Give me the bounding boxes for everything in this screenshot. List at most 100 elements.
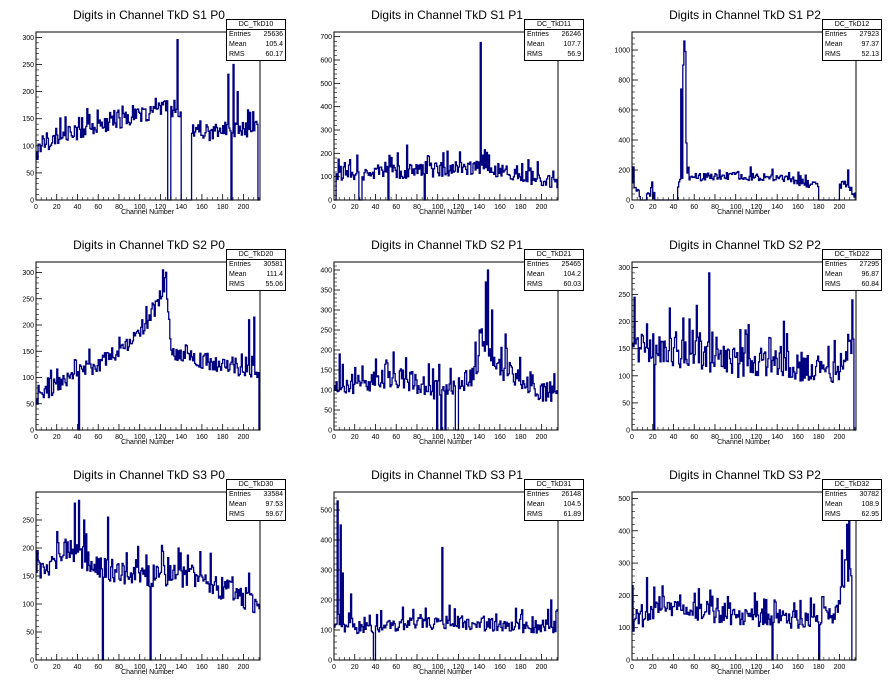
stats-row-rms: RMS 52.13	[823, 50, 881, 60]
stats-box: DC_TkD11 Entries 26246 Mean 107.7 RMS 56.9	[524, 19, 584, 61]
stats-row-mean: Mean 97.53	[227, 500, 285, 510]
y-tick-label: 250	[22, 518, 34, 525]
y-tick-label: 0	[30, 658, 34, 665]
stats-value-mean: 104.5	[563, 501, 581, 508]
x-tick-label: 40	[74, 664, 82, 671]
x-tick-label: 100	[432, 664, 444, 671]
stats-label: RMS	[527, 281, 543, 288]
y-tick-label: 50	[622, 400, 630, 407]
x-tick-label: 80	[413, 204, 421, 211]
histogram-pad: 0 20 40 60 80 100 120 140 160 180 200 0 50 100 150 200 2…	[0, 460, 298, 690]
stats-value-rms: 59.67	[265, 511, 283, 518]
chart-title: Digits in Channel TkD S2 P0	[73, 238, 225, 252]
x-tick-label: 20	[53, 664, 61, 671]
stats-histogram-name: DC_TkD21	[525, 250, 583, 260]
x-tick-label: 160	[792, 434, 804, 441]
histogram-plot: 0 20 40 60 80 100 120 140 160 180 200 0 100 200 300 400…	[320, 491, 559, 671]
x-tick-label: 20	[649, 204, 657, 211]
histogram-plot: 0 20 40 60 80 100 120 140 160 180 200 0 100 200 300 400…	[618, 491, 857, 671]
stats-value-entries: 33584	[263, 491, 283, 498]
x-tick-label: 180	[515, 664, 527, 671]
x-axis-label: Channel Number	[419, 439, 473, 446]
plot-frame	[631, 261, 857, 431]
stats-value-mean: 104.2	[563, 271, 581, 278]
stats-label: Mean	[825, 271, 843, 278]
stats-row-entries: Entries 30581	[227, 260, 285, 270]
histogram-pad: 0 20 40 60 80 100 120 140 160 180 200 0 200 400 600 800…	[596, 0, 894, 230]
x-tick-label: 100	[432, 204, 444, 211]
x-tick-label: 60	[690, 664, 698, 671]
x-tick-label: 80	[711, 434, 719, 441]
stats-value-mean: 108.9	[861, 501, 879, 508]
stats-label: Mean	[825, 41, 843, 48]
y-tick-label: 100	[320, 388, 332, 395]
x-tick-label: 100	[134, 434, 146, 441]
x-tick-label: 0	[34, 204, 38, 211]
x-tick-label: 0	[630, 434, 634, 441]
stats-value-entries: 27923	[859, 31, 879, 38]
y-tick-label: 150	[22, 349, 34, 356]
chart-title: Digits in Channel TkD S2 P2	[669, 238, 821, 252]
x-tick-label: 80	[711, 664, 719, 671]
y-tick-label: 200	[320, 151, 332, 158]
stats-row-mean: Mean 111.4	[227, 270, 285, 280]
stats-histogram-name: DC_TkD20	[227, 250, 285, 260]
stats-box: DC_TkD22 Entries 27295 Mean 96.87 RMS 60.84	[822, 249, 882, 291]
stats-label: Mean	[825, 501, 843, 508]
x-tick-label: 60	[94, 664, 102, 671]
stats-row-rms: RMS 62.95	[823, 510, 881, 520]
histogram-series-line	[36, 499, 260, 661]
stats-value-rms: 52.13	[861, 51, 879, 58]
y-tick-label: 400	[320, 538, 332, 545]
stats-value-entries: 25636	[263, 31, 283, 38]
y-tick-label: 100	[320, 628, 332, 635]
x-tick-label: 40	[372, 434, 380, 441]
x-tick-label: 120	[751, 664, 763, 671]
stats-row-rms: RMS 56.9	[525, 50, 583, 60]
stats-histogram-name: DC_TkD10	[227, 20, 285, 30]
stats-box: DC_TkD12 Entries 27923 Mean 97.37 RMS 52.13	[822, 19, 882, 61]
stats-row-mean: Mean 97.37	[823, 40, 881, 50]
x-tick-label: 160	[196, 204, 208, 211]
stats-value-entries: 26246	[561, 31, 581, 38]
histogram-series-line	[632, 40, 856, 201]
y-tick-label: 100	[618, 373, 630, 380]
stats-label: Mean	[229, 501, 247, 508]
x-tick-label: 180	[515, 434, 527, 441]
y-tick-label: 100	[22, 602, 34, 609]
y-tick-label: 700	[320, 34, 332, 41]
x-tick-label: 60	[94, 434, 102, 441]
stats-value-mean: 97.37	[861, 41, 879, 48]
stats-row-entries: Entries 27923	[823, 30, 881, 40]
stats-histogram-name: DC_TkD22	[823, 250, 881, 260]
y-tick-label: 0	[626, 658, 630, 665]
x-tick-label: 180	[217, 664, 229, 671]
histogram-plot: 0 20 40 60 80 100 120 140 160 180 200 0 50 100 150 200 2…	[22, 31, 261, 211]
y-tick-label: 600	[618, 108, 630, 115]
x-tick-label: 20	[351, 204, 359, 211]
x-tick-label: 200	[834, 434, 846, 441]
histogram-pad: 0 20 40 60 80 100 120 140 160 180 200 0 100 200 300 400…	[298, 460, 596, 690]
stats-value-rms: 55.06	[265, 281, 283, 288]
x-tick-label: 140	[771, 664, 783, 671]
stats-value-rms: 62.95	[861, 511, 879, 518]
stats-label: Entries	[229, 491, 251, 498]
x-tick-label: 200	[238, 664, 250, 671]
x-tick-label: 120	[155, 204, 167, 211]
x-tick-label: 20	[53, 204, 61, 211]
stats-value-rms: 60.17	[265, 51, 283, 58]
x-tick-label: 40	[372, 204, 380, 211]
stats-row-entries: Entries 26246	[525, 30, 583, 40]
stats-label: Entries	[825, 261, 847, 268]
x-tick-label: 0	[34, 434, 38, 441]
x-tick-label: 180	[813, 204, 825, 211]
y-tick-label: 100	[618, 625, 630, 632]
histogram-series-line	[36, 38, 260, 201]
stats-value-mean: 96.87	[861, 271, 879, 278]
stats-box: DC_TkD21 Entries 25465 Mean 104.2 RMS 60.03	[524, 249, 584, 291]
stats-value-rms: 60.84	[861, 281, 879, 288]
x-tick-label: 20	[649, 664, 657, 671]
chart-title: Digits in Channel TkD S3 P0	[73, 468, 225, 482]
y-tick-label: 250	[22, 296, 34, 303]
stats-row-rms: RMS 59.67	[227, 510, 285, 520]
